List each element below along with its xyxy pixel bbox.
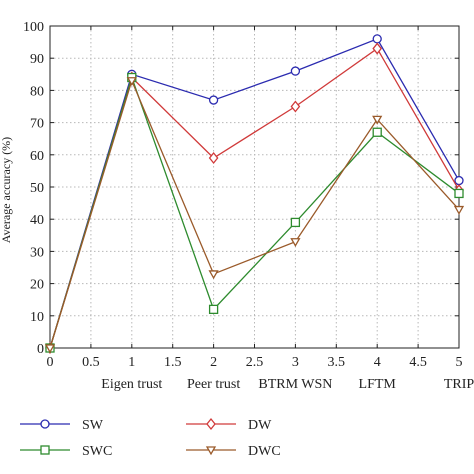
y-axis-label: Average accuracy (%) [0, 137, 13, 243]
x-tick-label: 2 [210, 355, 217, 370]
legend-label-dw: DW [248, 418, 272, 433]
x-tick-label: 3.5 [328, 355, 346, 370]
data-point-swc [208, 304, 219, 315]
series-line-sw [49, 38, 460, 349]
y-tick-label: 60 [30, 149, 44, 164]
y-tick-label: 80 [30, 84, 44, 99]
category-label: Eigen trust [101, 377, 162, 392]
x-tick-label: 0.5 [82, 355, 100, 370]
data-point-dw [290, 100, 301, 113]
axes: 0 0.5 1 1.5 2 2.5 3 3.5 4 4.5 50102030405060708090… [23, 20, 474, 392]
y-tick-label: 70 [30, 117, 44, 132]
category-label: LFTM [359, 377, 397, 392]
y-tick-label: 10 [30, 310, 44, 325]
data-point-sw [208, 95, 219, 105]
data-point-dw [208, 151, 219, 165]
series-line-dwc [49, 78, 460, 349]
y-tick-label: 90 [30, 52, 44, 67]
x-tick-label: 4 [374, 355, 381, 370]
data-point-dwc [290, 238, 301, 248]
data-point-sw [454, 175, 464, 186]
legend-item-sw: SW [20, 418, 104, 433]
x-tick-label: 0 [47, 355, 54, 370]
series-group [44, 34, 465, 355]
y-tick-label: 30 [30, 245, 44, 260]
legend-item-dwc: DWC [186, 444, 281, 459]
legend-marker-swc [40, 445, 50, 455]
x-tick-label: 2.5 [246, 355, 264, 370]
category-label: TRIP [444, 377, 474, 392]
legend-item-dw: DW [186, 417, 272, 433]
data-point-sw [372, 34, 382, 44]
data-point-dwc [126, 77, 137, 87]
legend-marker-sw [40, 419, 50, 429]
y-tick-label: 20 [30, 278, 44, 293]
x-tick-label: 1.5 [164, 355, 182, 370]
y-tick-label: 100 [23, 20, 44, 35]
series-line-swc [49, 75, 460, 349]
data-point-dwc [372, 115, 383, 125]
y-tick-label: 40 [30, 213, 44, 228]
legend-label-swc: SWC [82, 444, 112, 459]
legend-marker-dw [206, 417, 216, 431]
x-tick-label: 3 [292, 355, 299, 370]
data-point-dwc [44, 344, 56, 354]
series-dwc [44, 77, 465, 354]
x-tick-label: 5 [456, 355, 463, 370]
category-label: Peer trust [187, 377, 240, 392]
data-point-swc [454, 188, 464, 199]
y-tick-label: 50 [30, 181, 44, 196]
x-tick-label: 4.5 [409, 355, 427, 370]
data-point-swc [372, 127, 382, 137]
legend-item-swc: SWC [20, 444, 112, 459]
y-tick-label: 0 [37, 342, 44, 357]
data-point-dwc [453, 205, 465, 215]
data-point-dwc [208, 270, 219, 280]
legend: SW DW SWC DWC [20, 417, 281, 459]
data-point-sw [290, 66, 301, 76]
legend-label-dwc: DWC [248, 444, 281, 459]
legend-label-sw: SW [82, 418, 104, 433]
category-label: BTRM WSN [258, 377, 332, 392]
data-point-swc [290, 217, 301, 228]
data-point-dw [372, 42, 383, 55]
legend-marker-dwc [205, 446, 217, 456]
x-tick-label: 1 [128, 355, 135, 370]
